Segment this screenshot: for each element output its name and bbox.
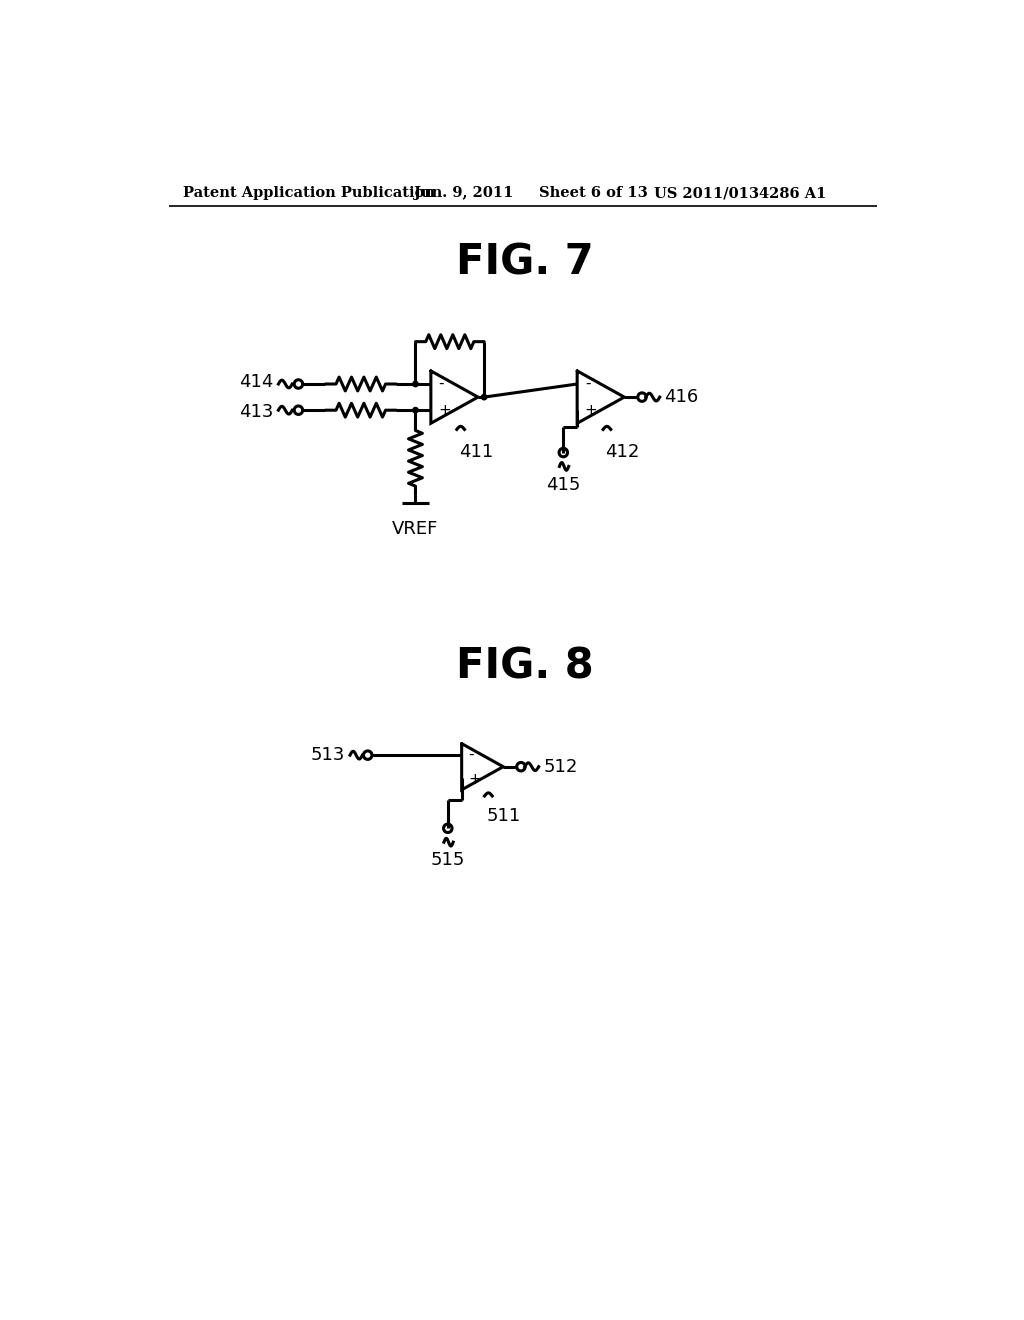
Text: 414: 414 (240, 374, 273, 392)
Text: 511: 511 (486, 807, 521, 825)
Text: 412: 412 (605, 442, 640, 461)
Text: FIG. 7: FIG. 7 (456, 242, 594, 284)
Text: +: + (438, 404, 452, 418)
Text: VREF: VREF (392, 520, 438, 537)
Text: Sheet 6 of 13: Sheet 6 of 13 (539, 186, 647, 201)
Text: 416: 416 (665, 388, 698, 407)
Text: +: + (469, 771, 481, 787)
Text: 413: 413 (240, 403, 273, 421)
Text: 513: 513 (310, 746, 345, 764)
Text: FIG. 8: FIG. 8 (456, 645, 594, 688)
Text: 411: 411 (459, 442, 494, 461)
Text: -: - (469, 747, 474, 762)
Text: 515: 515 (431, 851, 465, 870)
Circle shape (413, 408, 418, 413)
Text: Jun. 9, 2011: Jun. 9, 2011 (414, 186, 513, 201)
Text: 415: 415 (546, 475, 581, 494)
Text: Patent Application Publication: Patent Application Publication (183, 186, 435, 201)
Text: 512: 512 (544, 758, 578, 776)
Text: -: - (585, 376, 591, 391)
Circle shape (413, 381, 418, 387)
Text: +: + (585, 404, 598, 418)
Text: -: - (438, 376, 444, 391)
Text: US 2011/0134286 A1: US 2011/0134286 A1 (654, 186, 826, 201)
Circle shape (481, 395, 486, 400)
